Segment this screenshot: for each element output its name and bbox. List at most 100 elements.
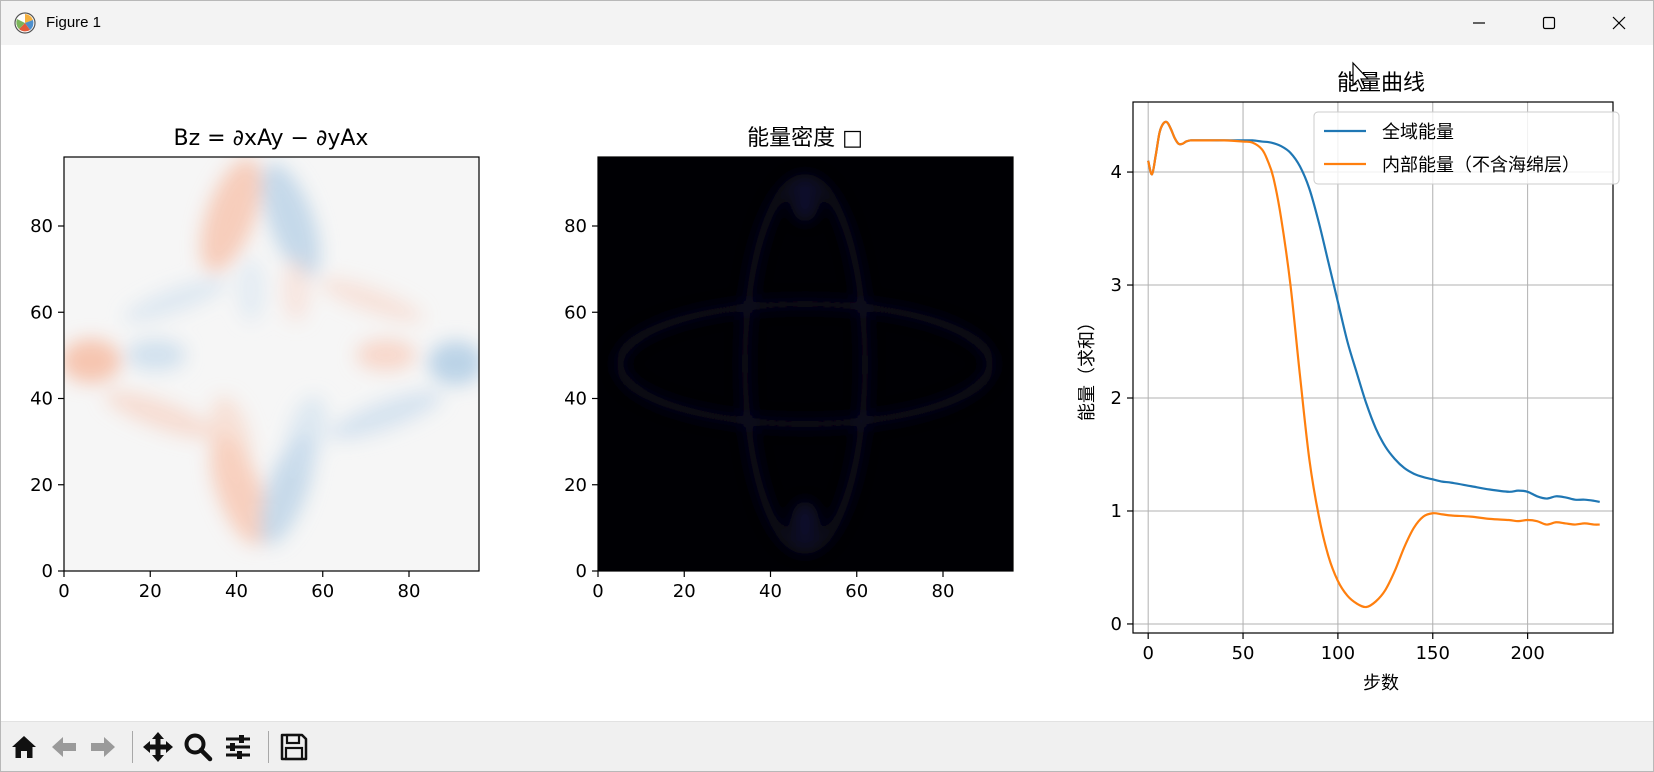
toolbar-separator <box>268 731 269 763</box>
energy-curve-xtick-label: 50 <box>1232 643 1255 664</box>
legend-label-global: 全域能量 <box>1382 122 1454 143</box>
energy-density-ytick-label: 60 <box>564 302 587 323</box>
bz-heatmap-ytick-label: 80 <box>30 216 53 237</box>
bz-heatmap-xtick-label: 80 <box>398 581 421 602</box>
bz-lobe <box>428 341 479 385</box>
energy-curve-ticks: 0 50 100 150 200 0 1 2 3 4 <box>1111 162 1545 664</box>
energy-density-ytick-label: 0 <box>576 561 587 582</box>
energy-density-pattern <box>615 174 995 554</box>
energy-curve-ytick-label: 3 <box>1111 275 1122 296</box>
maximize-button[interactable] <box>1519 1 1579 45</box>
bz-heatmap-ytick-label: 20 <box>30 475 53 496</box>
bz-heatmap-ytick-label: 60 <box>30 302 53 323</box>
figure-svg: Bz = ∂xAy − ∂yAx <box>30 61 1620 694</box>
bz-lobe <box>210 396 252 474</box>
energy-density-ytick-label: 80 <box>564 216 587 237</box>
bz-lobe <box>329 390 443 440</box>
pan-button[interactable] <box>141 730 175 764</box>
toolbar-separator <box>132 731 133 763</box>
energy-density-xtick-label: 80 <box>932 581 955 602</box>
bz-heatmap-ytick-label: 0 <box>42 561 53 582</box>
move-icon <box>143 732 173 762</box>
magnifier-icon <box>184 733 213 762</box>
bz-field-pattern <box>64 158 479 546</box>
energy-curve-grid <box>1133 102 1613 633</box>
energy-density-xtick-label: 20 <box>673 581 696 602</box>
energy-curve-lines <box>1147 120 1600 609</box>
bz-lobe <box>104 390 218 440</box>
energy-density-title: 能量密度 □ <box>747 126 863 151</box>
bz-heatmap-ytick-label: 40 <box>30 389 53 410</box>
series-line-interior-energy <box>1147 120 1600 609</box>
bz-lobe <box>261 163 321 277</box>
bz-lobe <box>285 396 327 474</box>
energy-curve-ytick-label: 4 <box>1111 162 1122 183</box>
configure-subplots-button[interactable] <box>221 730 255 764</box>
arrow-right-icon <box>91 737 115 757</box>
energy-spot <box>791 501 819 545</box>
bz-lobe <box>126 339 186 371</box>
energy-curve-axes: 能量曲线 0 50 100 150 200 0 1 2 3 4 步数 能量（求和） 全域能量 内部… <box>1077 61 1620 694</box>
bz-heatmap-ticks: 0 20 40 60 80 0 20 40 60 80 <box>30 216 420 602</box>
forward-button[interactable] <box>86 730 120 764</box>
bz-lobe <box>200 158 262 272</box>
energy-density-axes: 能量密度 □ 0 20 40 60 80 0 20 40 60 80 <box>564 126 1014 602</box>
energy-curve-xtick-label: 100 <box>1321 643 1355 664</box>
save-button[interactable] <box>277 730 311 764</box>
energy-density-xtick-label: 60 <box>845 581 868 602</box>
legend-frame <box>1313 111 1620 185</box>
energy-curve-ylabel: 能量（求和） <box>1077 313 1098 421</box>
energy-curve-xtick-label: 0 <box>1142 643 1153 664</box>
energy-curve-ytick-label: 2 <box>1111 388 1122 409</box>
bz-lobe <box>237 258 265 322</box>
minimize-button[interactable] <box>1449 1 1509 45</box>
maximize-icon <box>1542 16 1556 30</box>
bz-lobe <box>356 339 416 371</box>
navigation-toolbar <box>1 721 1653 771</box>
bz-lobe <box>282 258 310 322</box>
bz-heatmap-title: Bz = ∂xAy − ∂yAx <box>174 126 369 151</box>
arrow-left-icon <box>52 737 76 757</box>
bz-heatmap-xtick-label: 60 <box>311 581 334 602</box>
close-button[interactable] <box>1589 1 1649 45</box>
energy-density-ytick-label: 40 <box>564 389 587 410</box>
energy-ring <box>615 299 995 429</box>
energy-curve-ytick-label: 1 <box>1111 501 1122 522</box>
energy-density-xtick-label: 40 <box>759 581 782 602</box>
home-button[interactable] <box>7 730 41 764</box>
energy-curve-ytick-label: 0 <box>1111 614 1122 635</box>
bz-lobe <box>319 278 423 322</box>
title-bar[interactable]: Figure 1 <box>1 1 1653 45</box>
bz-lobe <box>124 278 228 322</box>
home-icon <box>12 736 36 758</box>
bz-heatmap-xtick-label: 0 <box>58 581 69 602</box>
zoom-button[interactable] <box>181 730 215 764</box>
energy-curve-frame <box>1132 101 1614 634</box>
energy-curve-title: 能量曲线 <box>1337 71 1425 96</box>
energy-density-xtick-label: 0 <box>592 581 603 602</box>
energy-curve-xtick-label: 200 <box>1510 643 1544 664</box>
energy-curve-legend: 全域能量 内部能量（不含海绵层） <box>1313 111 1620 185</box>
energy-curve-xlabel: 步数 <box>1363 673 1399 694</box>
sliders-icon <box>226 735 250 759</box>
energy-spot <box>791 178 819 222</box>
close-icon <box>1612 16 1626 30</box>
energy-density-frame <box>597 156 1014 572</box>
energy-curve-xtick-label: 150 <box>1416 643 1450 664</box>
bz-heatmap-xtick-label: 20 <box>139 581 162 602</box>
mouse-cursor-icon <box>1352 61 1370 90</box>
bz-heatmap-frame <box>63 156 480 572</box>
energy-density-ticks: 0 20 40 60 80 0 20 40 60 80 <box>564 216 954 602</box>
back-button[interactable] <box>47 730 81 764</box>
bz-lobe <box>64 339 121 383</box>
bz-heatmap-axes: Bz = ∂xAy − ∂yAx <box>30 126 480 602</box>
minimize-icon <box>1473 22 1485 24</box>
bz-heatmap-xtick-label: 40 <box>225 581 248 602</box>
energy-density-ytick-label: 20 <box>564 475 587 496</box>
floppy-disk-icon <box>280 733 308 761</box>
window-title: Figure 1 <box>46 14 102 31</box>
figure-canvas[interactable]: Bz = ∂xAy − ∂yAx <box>1 45 1653 721</box>
legend-label-interior: 内部能量（不含海绵层） <box>1382 155 1580 176</box>
matplotlib-app-icon <box>14 12 36 34</box>
